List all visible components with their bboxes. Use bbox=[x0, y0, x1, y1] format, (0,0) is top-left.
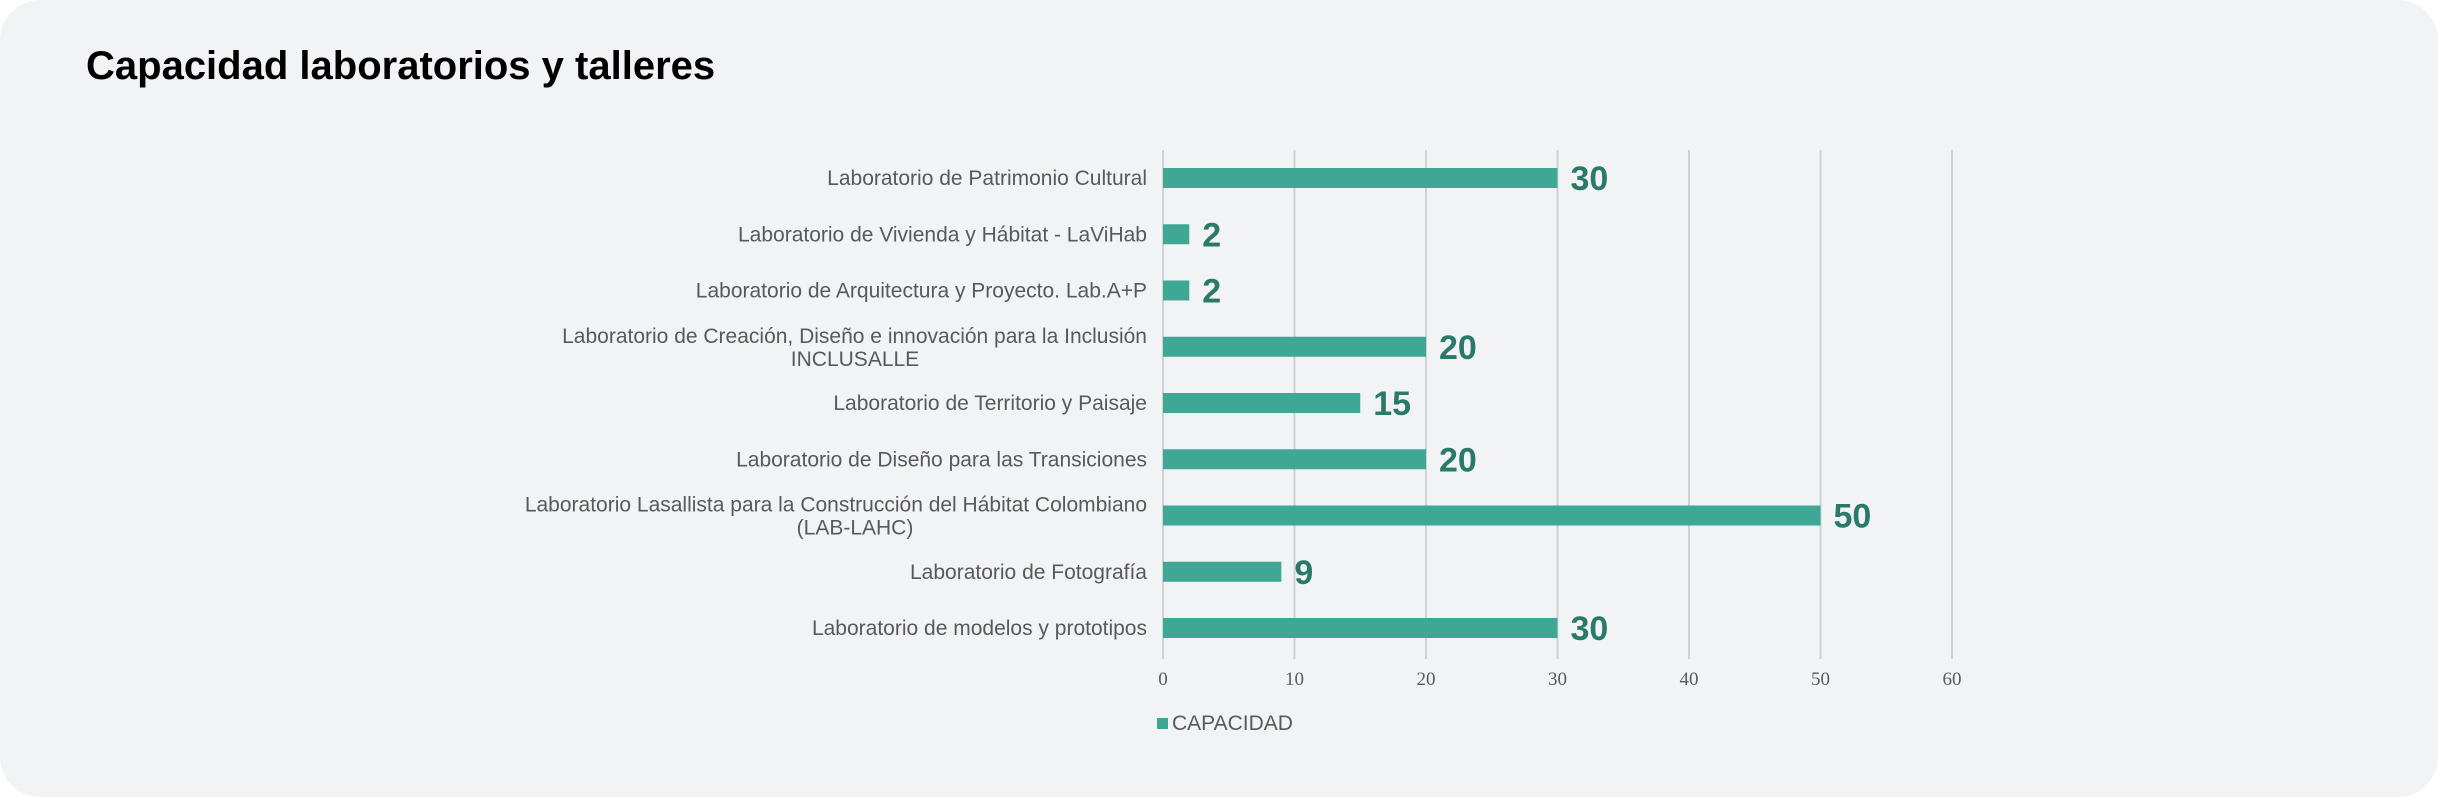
data-label: 50 bbox=[1834, 498, 1872, 536]
category-label-line2: INCLUSALLE bbox=[791, 348, 919, 371]
x-tick-label: 0 bbox=[1158, 669, 1168, 690]
legend: CAPACIDAD bbox=[1157, 712, 1293, 735]
category-label: Laboratorio de Territorio y Paisaje bbox=[833, 392, 1147, 415]
bar bbox=[1163, 561, 1282, 582]
x-tick-label: 40 bbox=[1680, 669, 1699, 690]
bar bbox=[1163, 393, 1361, 413]
data-label: 15 bbox=[1373, 385, 1411, 423]
category-label: Laboratorio de Arquitectura y Proyecto. … bbox=[696, 280, 1147, 303]
category-label: Laboratorio Lasallista para la Construcc… bbox=[525, 494, 1147, 517]
x-tick-label: 60 bbox=[1943, 669, 1962, 690]
category-labels: Laboratorio de Patrimonio Cultural Labora… bbox=[525, 167, 1147, 640]
bar bbox=[1163, 449, 1426, 470]
bar bbox=[1163, 618, 1558, 638]
data-labels: 30 2 2 20 15 20 50 9 30 bbox=[1202, 160, 1871, 648]
legend-label: CAPACIDAD bbox=[1172, 712, 1293, 735]
bar bbox=[1163, 168, 1558, 188]
category-label: Laboratorio de Vivienda y Hábitat - LaVi… bbox=[738, 223, 1147, 246]
category-label: Laboratorio de Fotografía bbox=[910, 561, 1147, 584]
x-tick-labels: 0 10 20 30 40 50 60 bbox=[1158, 669, 1961, 690]
category-label: Laboratorio de Patrimonio Cultural bbox=[827, 167, 1147, 190]
data-label: 20 bbox=[1439, 441, 1477, 479]
x-tick-label: 20 bbox=[1417, 669, 1436, 690]
data-label: 9 bbox=[1294, 554, 1313, 592]
bar bbox=[1163, 280, 1190, 301]
data-label: 2 bbox=[1202, 273, 1221, 311]
bar bbox=[1163, 505, 1821, 526]
x-tick-label: 50 bbox=[1811, 669, 1830, 690]
x-tick-label: 10 bbox=[1285, 669, 1304, 690]
category-label-line2: (LAB-LAHC) bbox=[797, 517, 914, 540]
data-label: 30 bbox=[1571, 160, 1609, 198]
bar bbox=[1163, 336, 1426, 357]
bar bbox=[1163, 224, 1190, 245]
data-label: 30 bbox=[1571, 610, 1609, 648]
bars bbox=[1163, 168, 1821, 638]
data-label: 2 bbox=[1202, 216, 1221, 254]
category-label: Laboratorio de Diseño para las Transicio… bbox=[736, 448, 1147, 471]
chart-title: Capacidad laboratorios y talleres bbox=[86, 44, 716, 88]
category-label: Laboratorio de modelos y prototipos bbox=[812, 617, 1147, 640]
legend-swatch bbox=[1157, 718, 1168, 729]
data-label: 20 bbox=[1439, 329, 1477, 367]
x-tick-label: 30 bbox=[1548, 669, 1567, 690]
category-label: Laboratorio de Creación, Diseño e innova… bbox=[562, 325, 1147, 348]
